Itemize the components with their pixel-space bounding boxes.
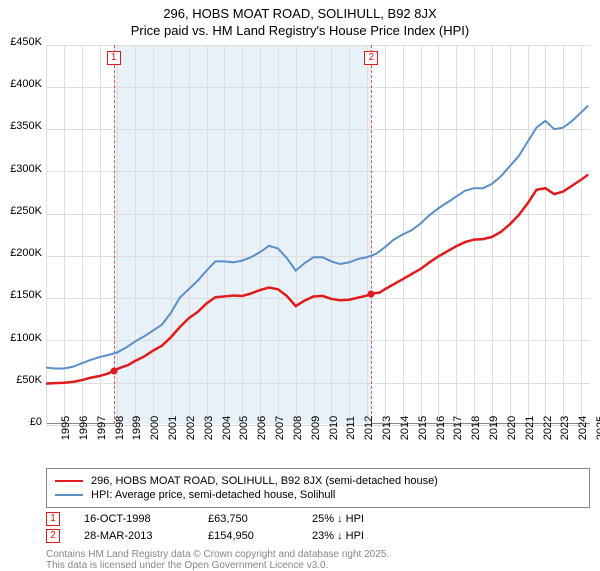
sales-date: 28-MAR-2013 (84, 530, 184, 542)
sales-price: £154,950 (208, 530, 288, 542)
y-tick-label: £150K (10, 289, 42, 301)
chart-title: 296, HOBS MOAT ROAD, SOLIHULL, B92 8JX P… (0, 6, 600, 40)
attribution-line-2: This data is licensed under the Open Gov… (46, 560, 590, 571)
y-tick-label: £400K (10, 78, 42, 90)
plot-area: 12 (46, 44, 590, 424)
y-tick-label: £350K (10, 120, 42, 132)
series-hpi (46, 105, 588, 368)
sale-point-dot (110, 367, 117, 374)
legend: 296, HOBS MOAT ROAD, SOLIHULL, B92 8JX (… (46, 468, 590, 508)
title-line-2: Price paid vs. HM Land Registry's House … (0, 23, 600, 40)
sales-marker: 1 (46, 512, 60, 526)
series-svg (46, 45, 590, 424)
sales-diff: 23% ↓ HPI (312, 530, 364, 542)
legend-label: 296, HOBS MOAT ROAD, SOLIHULL, B92 8JX (… (91, 475, 438, 487)
y-axis: £0£50K£100K£150K£200K£250K£300K£350K£400… (0, 42, 44, 422)
series-price_paid (46, 174, 588, 383)
y-tick-label: £200K (10, 247, 42, 259)
y-tick-label: £100K (10, 332, 42, 344)
sale-point-dot (368, 290, 375, 297)
sales-table: 1 16-OCT-1998 £63,750 25% ↓ HPI 2 28-MAR-2013… (46, 512, 590, 543)
legend-label: HPI: Average price, semi-detached house,… (91, 489, 335, 501)
x-axis: 1995199619971998199920002001200220032004… (46, 424, 590, 464)
sales-row: 2 28-MAR-2013 £154,950 23% ↓ HPI (46, 529, 590, 543)
sales-date: 16-OCT-1998 (84, 513, 184, 525)
sales-diff: 25% ↓ HPI (312, 513, 364, 525)
chart-container: 296, HOBS MOAT ROAD, SOLIHULL, B92 8JX P… (0, 0, 600, 560)
attribution-line-1: Contains HM Land Registry data © Crown c… (46, 549, 590, 560)
y-tick-label: £0 (30, 416, 42, 428)
x-tick-label: 2025 (581, 416, 600, 440)
y-tick-label: £450K (10, 36, 42, 48)
legend-swatch (55, 480, 83, 482)
y-tick-label: £300K (10, 163, 42, 175)
legend-row: 296, HOBS MOAT ROAD, SOLIHULL, B92 8JX (… (55, 475, 581, 487)
sales-marker: 2 (46, 529, 60, 543)
legend-row: HPI: Average price, semi-detached house,… (55, 489, 581, 501)
y-tick-label: £250K (10, 205, 42, 217)
title-line-1: 296, HOBS MOAT ROAD, SOLIHULL, B92 8JX (0, 6, 600, 23)
y-tick-label: £50K (16, 374, 42, 386)
legend-swatch (55, 494, 83, 496)
sales-row: 1 16-OCT-1998 £63,750 25% ↓ HPI (46, 512, 590, 526)
sales-price: £63,750 (208, 513, 288, 525)
